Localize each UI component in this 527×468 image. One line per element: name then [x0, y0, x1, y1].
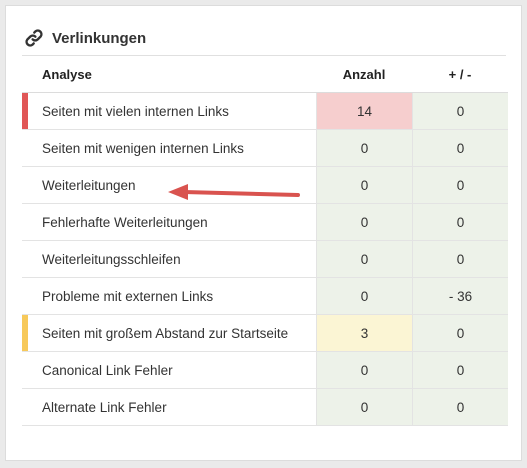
table-row[interactable]: Weiterleitungen 0 0: [22, 167, 508, 204]
link-icon: [23, 27, 45, 49]
row-label[interactable]: Weiterleitungen: [42, 177, 136, 193]
links-card: Verlinkungen Analyse Anzahl + / - Seiten…: [5, 5, 522, 461]
table-row[interactable]: Seiten mit vielen internen Links 14 0: [22, 93, 508, 130]
table-row[interactable]: Alternate Link Fehler 0 0: [22, 389, 508, 426]
column-header-anzahl[interactable]: Anzahl: [342, 66, 386, 82]
table-header-row: Analyse Anzahl + / -: [22, 56, 508, 93]
table-row[interactable]: Weiterleitungsschleifen 0 0: [22, 241, 508, 278]
delta-cell: 0: [412, 315, 508, 351]
arrow-left-icon: [168, 184, 300, 200]
row-label[interactable]: Probleme mit externen Links: [42, 288, 214, 304]
row-label[interactable]: Seiten mit großem Abstand zur Startseite: [42, 325, 289, 341]
anzahl-cell[interactable]: 3: [316, 315, 412, 351]
anzahl-cell[interactable]: 0: [316, 389, 412, 425]
anzahl-cell[interactable]: 0: [316, 278, 412, 314]
delta-cell: 0: [412, 167, 508, 203]
status-marker: [22, 93, 28, 129]
anzahl-cell[interactable]: 0: [316, 352, 412, 388]
table-row[interactable]: Seiten mit wenigen internen Links 0 0: [22, 130, 508, 167]
status-marker: [22, 315, 28, 351]
row-label[interactable]: Seiten mit vielen internen Links: [42, 103, 229, 119]
delta-cell: 0: [412, 204, 508, 240]
delta-cell: - 36: [412, 278, 508, 314]
row-label[interactable]: Weiterleitungsschleifen: [42, 251, 181, 267]
row-label[interactable]: Seiten mit wenigen internen Links: [42, 140, 244, 156]
delta-cell: 0: [412, 389, 508, 425]
card-title: Verlinkungen: [52, 29, 147, 47]
row-label[interactable]: Canonical Link Fehler: [42, 362, 173, 378]
anzahl-cell[interactable]: 14: [316, 93, 412, 129]
table-row[interactable]: Seiten mit großem Abstand zur Startseite…: [22, 315, 508, 352]
divider: [22, 55, 506, 56]
anzahl-cell[interactable]: 0: [316, 241, 412, 277]
table-row[interactable]: Fehlerhafte Weiterleitungen 0 0: [22, 204, 508, 241]
card-header: Verlinkungen: [23, 27, 146, 49]
delta-cell: 0: [412, 93, 508, 129]
anzahl-cell[interactable]: 0: [316, 167, 412, 203]
delta-cell: 0: [412, 241, 508, 277]
row-label[interactable]: Alternate Link Fehler: [42, 399, 167, 415]
links-table: Analyse Anzahl + / - Seiten mit vielen i…: [22, 56, 508, 426]
table-row[interactable]: Canonical Link Fehler 0 0: [22, 352, 508, 389]
row-label[interactable]: Fehlerhafte Weiterleitungen: [42, 214, 208, 230]
column-header-analyse[interactable]: Analyse: [42, 66, 92, 82]
table-row[interactable]: Probleme mit externen Links 0- 36: [22, 278, 508, 315]
delta-cell: 0: [412, 130, 508, 166]
anzahl-cell[interactable]: 0: [316, 130, 412, 166]
column-header-delta[interactable]: + / -: [448, 66, 472, 82]
anzahl-cell[interactable]: 0: [316, 204, 412, 240]
delta-cell: 0: [412, 352, 508, 388]
